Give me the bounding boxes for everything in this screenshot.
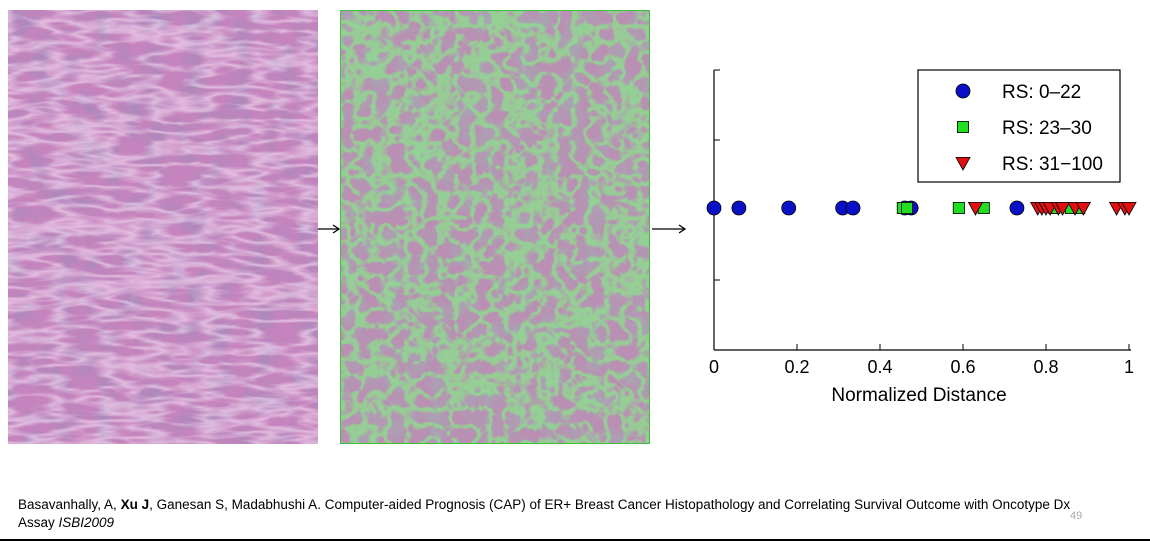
x-tick-label: 0.2: [784, 357, 809, 377]
legend-box: [917, 69, 1121, 183]
segmented-histology-image: [340, 10, 650, 444]
rs-point-circle: [706, 200, 722, 216]
x-tick-label: 1: [1124, 357, 1134, 377]
legend-label: RS: 0–22: [1002, 82, 1081, 103]
citation: Basavanhally, A, Xu J, Ganesan S, Madabh…: [18, 496, 1108, 532]
rs-point-triangle: [1075, 201, 1092, 216]
rs-point-circle: [781, 200, 797, 216]
rs-point-square: [900, 201, 913, 214]
rs-point-circle: [1009, 200, 1025, 216]
legend-label: RS: 31−100: [1002, 154, 1103, 175]
citation-authors: Basavanhally, A,: [18, 497, 121, 512]
rs-point-circle: [845, 200, 861, 216]
he-histology-image: [8, 10, 318, 444]
rs-point-triangle: [1054, 201, 1071, 216]
legend-label: RS: 23–30: [1002, 118, 1092, 139]
arrow-right-icon: [318, 224, 341, 234]
rs-point-triangle: [967, 201, 984, 216]
x-tick-label: 0: [709, 357, 719, 377]
rs-point-triangle: [1121, 201, 1137, 216]
rs-point-square: [952, 201, 965, 214]
citation-bold-author: Xu J: [120, 497, 150, 512]
x-tick-label: 0.6: [950, 357, 975, 377]
citation-venue: ISBI2009: [58, 515, 115, 530]
data-points: [706, 200, 1137, 216]
x-axis-label: Normalized Distance: [831, 385, 1006, 406]
rs-point-square: [956, 121, 969, 134]
page-number: 49: [1070, 510, 1083, 522]
x-tick-label: 0.4: [867, 357, 892, 377]
citation-title: , Ganesan S, Madabhushi A. Computer-aide…: [18, 497, 1071, 530]
rs-point-circle: [955, 83, 971, 99]
x-tick-labels: 0 0.2 0.4 0.6 0.8 1: [709, 344, 1134, 377]
x-tick-label: 0.8: [1033, 357, 1058, 377]
bottom-divider: [0, 539, 1150, 541]
rs-scatter-chart: 0 0.2 0.4 0.6 0.8 1 Normalized Distance RS: 0…: [706, 69, 1137, 406]
rs-point-triangle: [955, 157, 971, 171]
rs-point-circle: [731, 200, 747, 216]
chart-legend: RS: 0–22 RS: 23–30 RS: 31−100: [917, 69, 1121, 183]
arrow-right-icon: [652, 224, 687, 234]
